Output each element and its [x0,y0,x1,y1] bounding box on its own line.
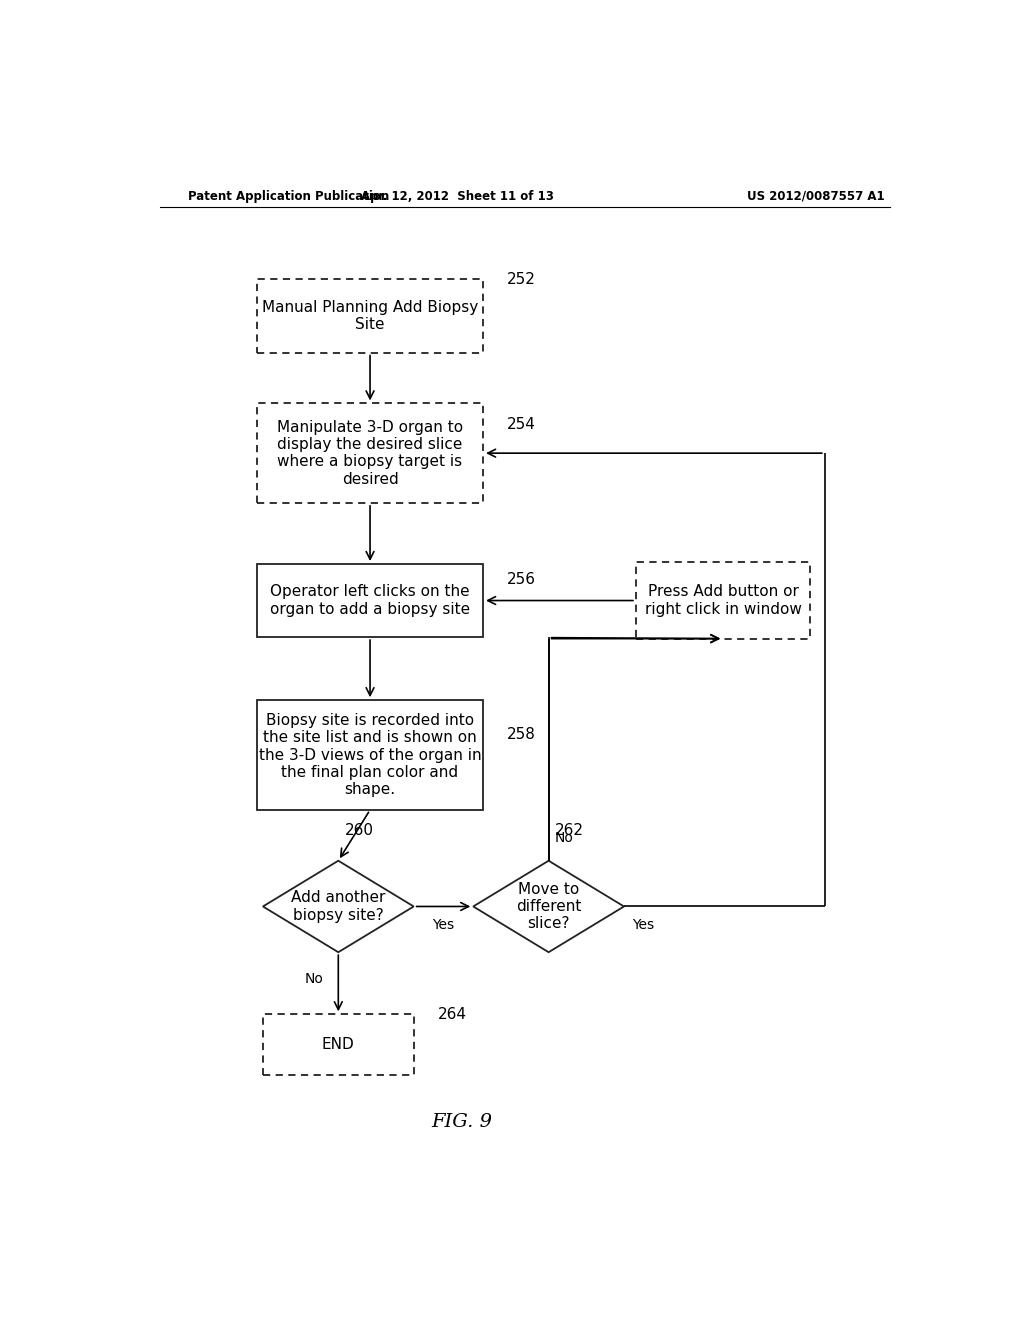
Text: No: No [305,973,324,986]
Text: Manipulate 3-D organ to
display the desired slice
where a biopsy target is
desir: Manipulate 3-D organ to display the desi… [276,420,463,487]
Text: 258: 258 [507,727,536,742]
Text: No: No [555,832,573,845]
Text: 264: 264 [437,1007,467,1022]
Text: Biopsy site is recorded into
the site list and is shown on
the 3-D views of the : Biopsy site is recorded into the site li… [259,713,481,797]
FancyBboxPatch shape [257,564,483,638]
Text: Patent Application Publication: Patent Application Publication [187,190,389,202]
Text: Press Add button or
right click in window: Press Add button or right click in windo… [645,585,802,616]
FancyBboxPatch shape [257,280,483,352]
Polygon shape [473,861,624,952]
Text: Apr. 12, 2012  Sheet 11 of 13: Apr. 12, 2012 Sheet 11 of 13 [360,190,554,202]
Text: Yes: Yes [632,917,654,932]
Text: 256: 256 [507,573,536,587]
Text: FIG. 9: FIG. 9 [431,1113,492,1131]
Text: Yes: Yes [432,917,455,932]
Text: Move to
different
slice?: Move to different slice? [516,882,582,932]
Text: Add another
biopsy site?: Add another biopsy site? [291,890,385,923]
Text: 254: 254 [507,417,536,432]
FancyBboxPatch shape [257,700,483,810]
Polygon shape [263,861,414,952]
Text: END: END [322,1038,354,1052]
Text: 262: 262 [555,824,584,838]
Text: 252: 252 [507,272,536,288]
FancyBboxPatch shape [263,1014,414,1076]
FancyBboxPatch shape [636,562,811,639]
Text: Manual Planning Add Biopsy
Site: Manual Planning Add Biopsy Site [262,300,478,333]
Text: 260: 260 [345,824,374,838]
Text: Operator left clicks on the
organ to add a biopsy site: Operator left clicks on the organ to add… [270,585,470,616]
FancyBboxPatch shape [257,404,483,503]
Text: US 2012/0087557 A1: US 2012/0087557 A1 [748,190,885,202]
